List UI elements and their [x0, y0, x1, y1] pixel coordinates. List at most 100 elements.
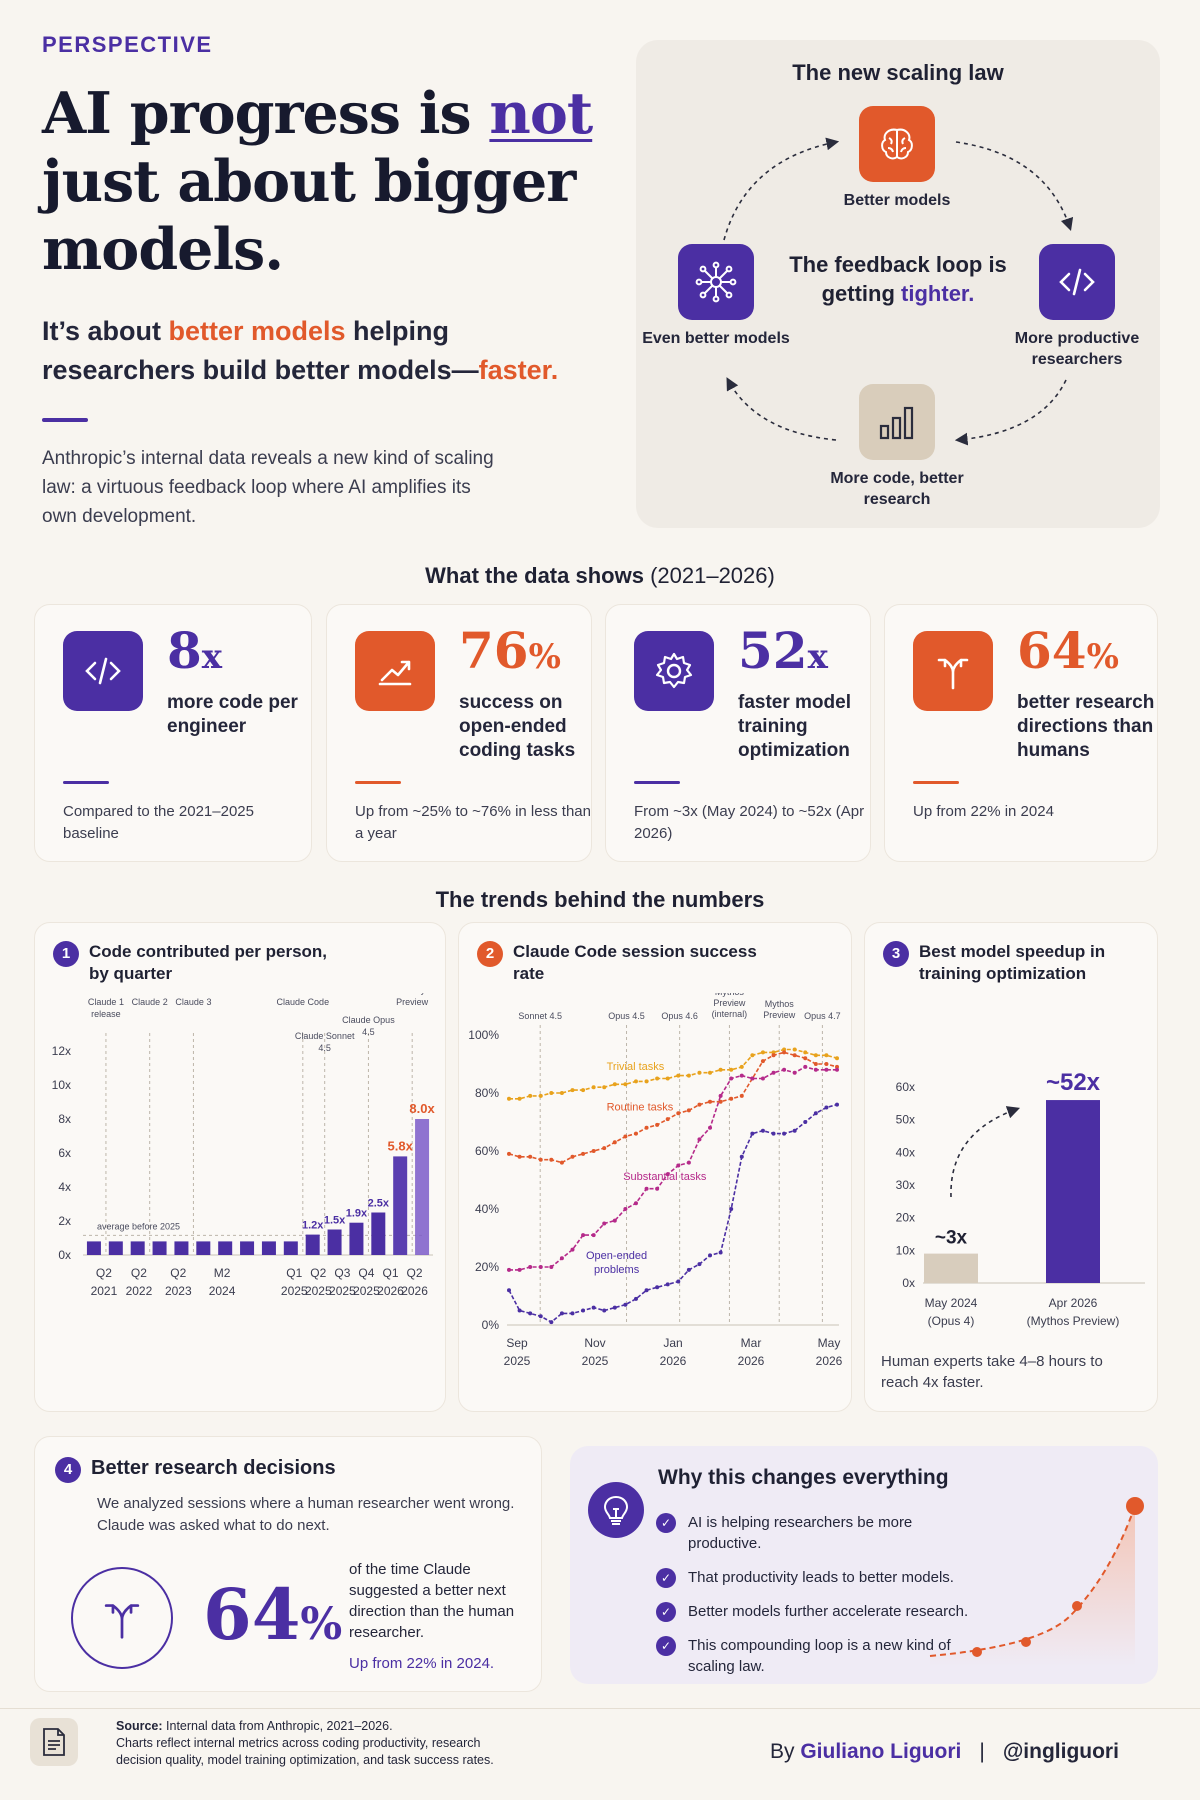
- data-point: [803, 1120, 808, 1124]
- stat-card-code: 8x more code per engineer Compared to th…: [34, 604, 312, 862]
- release-label: Preview: [763, 1010, 796, 1020]
- data-point: [602, 1085, 607, 1090]
- research-card: 4 Better research decisions We analyzed s…: [34, 1436, 542, 1692]
- data-point: [591, 1233, 596, 1238]
- data-point: [686, 1108, 691, 1113]
- data-point: [835, 1056, 839, 1061]
- bar: [108, 1241, 123, 1255]
- data-section-title: What the data shows (2021–2026): [0, 563, 1200, 589]
- research-number: 64: [203, 1573, 301, 1656]
- data-point: [750, 1053, 755, 1058]
- y-tick-label: 6x: [58, 1146, 71, 1160]
- network-icon: [678, 244, 754, 320]
- bar: [218, 1241, 233, 1255]
- data-point: [676, 1279, 681, 1284]
- data-point: [718, 1067, 723, 1072]
- x-tick-label: Apr 2026: [1049, 1296, 1098, 1310]
- bar-value-label: ~52x: [1046, 1069, 1101, 1096]
- headline: AI progress is not just about bigger mod…: [42, 80, 602, 284]
- stat-number: 76: [459, 621, 529, 680]
- stat-number: 8: [167, 621, 202, 680]
- bar: [261, 1241, 276, 1255]
- data-point: [612, 1218, 617, 1223]
- byline: By Giuliano Liguori | @ingliguori: [770, 1740, 1119, 1764]
- release-label: (internal): [712, 1009, 748, 1019]
- x-tick-label: 2021: [91, 1284, 118, 1298]
- chart-title-text: Best model speedup in training optimizat…: [919, 942, 1106, 983]
- growth-curve-icon: [929, 1497, 1144, 1666]
- data-point: [633, 1296, 638, 1301]
- data-point: [750, 1131, 755, 1136]
- data-point: [559, 1256, 564, 1261]
- x-tick-label: Q2: [310, 1266, 326, 1280]
- data-point: [771, 1131, 776, 1136]
- research-unit: %: [300, 1599, 343, 1650]
- stat-value: 8x: [167, 621, 222, 680]
- release-label: Claude Sonnet: [295, 1031, 355, 1041]
- release-label: Opus 4.6: [661, 1011, 698, 1021]
- data-point: [612, 1140, 617, 1145]
- headline-part-b: just about bigger models.: [42, 148, 576, 283]
- why-item-text: This compounding loop is a new kind of s…: [688, 1637, 951, 1675]
- y-tick-label: 50x: [896, 1113, 915, 1127]
- data-point: [633, 1131, 638, 1136]
- release-label: release: [91, 1009, 121, 1019]
- data-point: [665, 1076, 670, 1081]
- chart-speedup: 0x 10x 20x 30x 40x 50x 60x ~3x May 2024 (Opus 4) ~…: [896, 1069, 1145, 1328]
- author-name: Giuliano Liguori: [800, 1740, 962, 1763]
- data-point: [633, 1079, 638, 1084]
- why-item: ✓ That productivity leads to better model…: [656, 1567, 976, 1588]
- data-point: [549, 1320, 554, 1325]
- data-point: [602, 1221, 607, 1226]
- research-intro: We analyzed sessions where a human resea…: [97, 1495, 515, 1534]
- data-point: [760, 1059, 765, 1064]
- data-point: [697, 1262, 702, 1267]
- data-point: [507, 1267, 511, 1272]
- data-point: [570, 1154, 575, 1159]
- x-tick-label: (Mythos Preview): [1027, 1314, 1120, 1328]
- baseline-label: average before 2025: [97, 1221, 180, 1231]
- stat-number: 64: [1017, 621, 1087, 680]
- subhead-part-a: It’s about: [42, 316, 169, 346]
- data-point: [644, 1079, 649, 1084]
- loop-center-highlight: tighter.: [901, 281, 975, 306]
- data-point: [792, 1070, 797, 1075]
- why-item-text: That productivity leads to better models…: [688, 1569, 954, 1586]
- header-divider: [42, 418, 88, 422]
- x-tick-label: May 2024: [925, 1296, 978, 1310]
- series-line: [508, 1103, 838, 1324]
- y-tick-label: 12x: [52, 1044, 71, 1058]
- x-tick-label: Q2: [170, 1266, 186, 1280]
- stat-note: Up from ~25% to ~76% in less than a year: [355, 803, 591, 842]
- data-point: [507, 1151, 511, 1156]
- release-label: Opus 4.7: [804, 1011, 841, 1021]
- research-title-text: Better research decisions: [91, 1457, 336, 1479]
- data-point: [655, 1285, 660, 1290]
- scaling-law-panel: The new scaling law Better models More p…: [636, 40, 1160, 528]
- chart-number: 1: [53, 941, 79, 967]
- x-tick-label: 2026: [660, 1354, 687, 1368]
- why-item-text: AI is helping researchers be more produc…: [688, 1514, 913, 1552]
- chart-session-success: 0% 20% 40% 60% 80% 100% Sonnet 4.5 Opus 4.5 Opus…: [468, 993, 842, 1368]
- stat-note: Up from 22% in 2024: [913, 803, 1054, 820]
- y-tick-label: 30x: [896, 1178, 915, 1192]
- subheadline: It’s about better models helping researc…: [42, 312, 602, 390]
- release-label: Opus 4.5: [608, 1011, 645, 1021]
- data-point: [549, 1091, 554, 1095]
- data-point: [570, 1247, 575, 1252]
- bar-value-label: 1.2x: [302, 1220, 324, 1232]
- x-tick-label: 2025: [305, 1284, 332, 1298]
- data-point: [528, 1093, 533, 1098]
- headline-part-a: AI progress is: [42, 80, 490, 147]
- why-title: Why this changes everything: [658, 1466, 949, 1489]
- bar: [283, 1241, 298, 1255]
- x-tick-label: 2025: [353, 1284, 380, 1298]
- data-point: [739, 1093, 744, 1098]
- node-label-left: Even better models: [642, 330, 790, 347]
- release-label: Claude Mythos: [382, 993, 443, 995]
- data-point: [655, 1186, 660, 1191]
- y-tick-label: 10x: [52, 1078, 71, 1092]
- stat-value: 76%: [459, 621, 561, 680]
- data-point: [591, 1149, 596, 1153]
- release-label: Claude 3: [175, 997, 211, 1007]
